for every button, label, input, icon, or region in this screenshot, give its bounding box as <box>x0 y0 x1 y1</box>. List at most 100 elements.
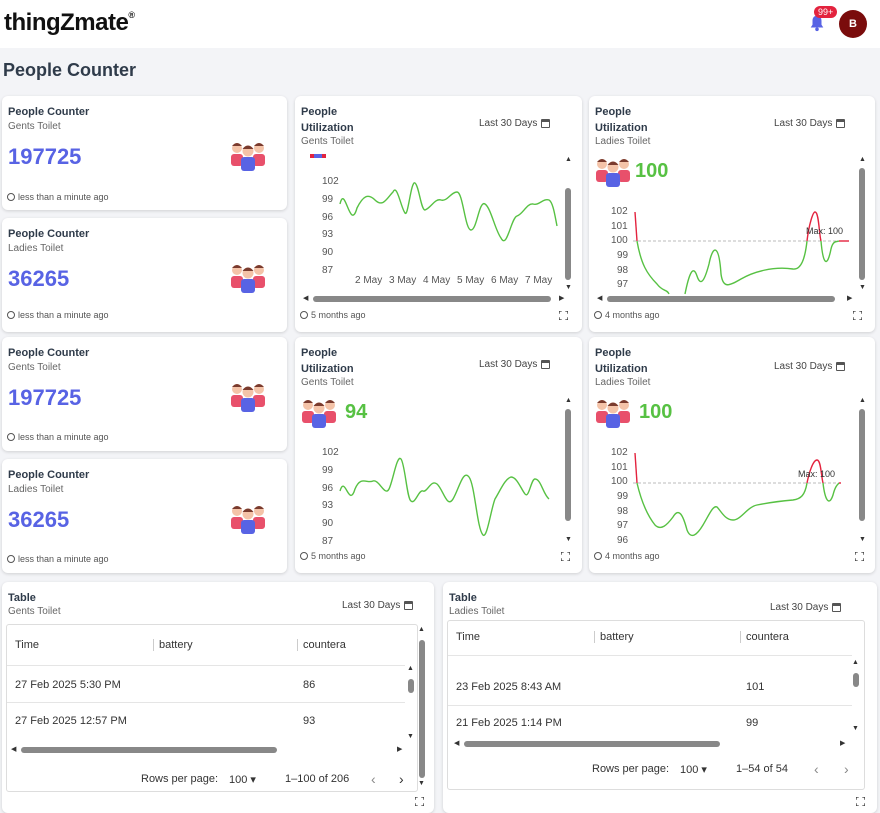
scroll-down-arrow[interactable]: ▼ <box>852 725 859 732</box>
column-separator[interactable] <box>594 631 595 643</box>
card-title: People Counter <box>8 469 90 481</box>
vertical-scrollbar[interactable] <box>859 168 865 280</box>
scroll-down-arrow[interactable]: ▼ <box>407 733 414 740</box>
legend-swatch <box>310 154 326 158</box>
scroll-up-arrow[interactable]: ▲ <box>407 665 414 672</box>
card-title: People Counter <box>8 347 90 359</box>
date-range-picker[interactable]: Last 30 Days <box>342 600 414 611</box>
vertical-scrollbar[interactable] <box>859 409 865 521</box>
scroll-down-arrow[interactable]: ▼ <box>418 780 425 787</box>
column-header-battery[interactable]: battery <box>600 631 634 643</box>
utilization-card: People Utilization Gents Toilet Last 30 D… <box>295 337 582 573</box>
scroll-up-arrow[interactable]: ▲ <box>859 397 866 404</box>
column-separator[interactable] <box>297 639 298 651</box>
scroll-right-arrow[interactable]: ▶ <box>397 746 403 753</box>
clock-icon <box>7 311 15 319</box>
scroll-left-arrow[interactable]: ◀ <box>597 295 603 302</box>
prev-page-button[interactable]: ‹ <box>371 771 376 787</box>
card-title: Table <box>8 592 36 604</box>
expand-icon[interactable] <box>855 552 864 561</box>
expand-icon[interactable] <box>561 552 570 561</box>
scroll-right-arrow[interactable]: ▶ <box>847 295 853 302</box>
vertical-scrollbar[interactable] <box>565 409 571 521</box>
scroll-left-arrow[interactable]: ◀ <box>11 746 17 753</box>
expand-icon[interactable] <box>856 797 865 806</box>
column-header-time[interactable]: Time <box>456 631 481 643</box>
expand-icon[interactable] <box>559 311 568 320</box>
horizontal-scrollbar[interactable] <box>464 741 720 747</box>
scroll-left-arrow[interactable]: ◀ <box>303 295 309 302</box>
y-tick-label: 102 <box>322 447 339 458</box>
clock-icon <box>7 193 15 201</box>
expand-icon[interactable] <box>415 797 424 806</box>
scroll-up-arrow[interactable]: ▲ <box>852 659 859 666</box>
column-header-time[interactable]: Time <box>15 639 40 651</box>
scroll-up-arrow[interactable]: ▲ <box>859 156 866 163</box>
scroll-right-arrow[interactable]: ▶ <box>840 740 846 747</box>
series-line-over-threshold <box>634 452 638 484</box>
column-header-countera[interactable]: countera <box>746 631 789 643</box>
bell-icon[interactable] <box>808 14 826 32</box>
people-icon <box>596 159 630 187</box>
vertical-scrollbar[interactable] <box>419 640 425 778</box>
y-tick-label: 101 <box>611 462 628 473</box>
logo[interactable]: thingZmate® <box>4 9 135 36</box>
vertical-scrollbar[interactable] <box>408 679 414 693</box>
scroll-down-arrow[interactable]: ▼ <box>565 284 572 291</box>
y-tick-label: 99 <box>322 194 334 205</box>
counter-value: 197725 <box>8 385 82 410</box>
calendar-icon <box>836 362 846 371</box>
max-label: Max: 100 <box>806 226 844 236</box>
calendar-icon <box>836 119 846 128</box>
cell-time: 21 Feb 2025 1:14 PM <box>456 717 562 729</box>
column-separator[interactable] <box>153 639 154 651</box>
line-chart <box>339 182 558 242</box>
data-table: Time battery countera 23 Feb 2025 8:43 A… <box>447 620 865 790</box>
horizontal-scrollbar[interactable] <box>313 296 551 302</box>
cell-countera: 99 <box>746 717 759 729</box>
scroll-down-arrow[interactable]: ▼ <box>859 284 866 291</box>
scroll-down-arrow[interactable]: ▼ <box>859 536 866 543</box>
date-range-picker[interactable]: Last 30 Days <box>479 359 551 370</box>
series-line <box>636 482 808 537</box>
y-tick-label: 101 <box>611 221 628 232</box>
card-subtitle: Ladies Toilet <box>595 136 651 147</box>
column-separator[interactable] <box>740 631 741 643</box>
scroll-up-arrow[interactable]: ▲ <box>565 397 572 404</box>
scroll-down-arrow[interactable]: ▼ <box>565 536 572 543</box>
card-subtitle: Gents Toilet <box>8 121 61 132</box>
series-line <box>820 240 840 263</box>
vertical-scrollbar[interactable] <box>565 188 571 280</box>
date-range-picker[interactable]: Last 30 Days <box>479 118 551 129</box>
prev-page-button[interactable]: ‹ <box>814 761 819 777</box>
x-tick-label: 5 May <box>457 275 485 286</box>
scroll-left-arrow[interactable]: ◀ <box>454 740 460 747</box>
expand-icon[interactable] <box>853 311 862 320</box>
horizontal-scrollbar[interactable] <box>607 296 835 302</box>
avatar[interactable]: B <box>839 10 867 38</box>
last-updated: less than a minute ago <box>7 554 109 564</box>
next-page-button[interactable]: › <box>844 761 849 777</box>
y-tick-label: 99 <box>617 491 629 502</box>
column-header-battery[interactable]: battery <box>159 639 193 651</box>
next-page-button[interactable]: › <box>399 771 404 787</box>
card-subtitle: Gents Toilet <box>8 362 61 373</box>
date-range-picker[interactable]: Last 30 Days <box>774 118 846 129</box>
date-range-picker[interactable]: Last 30 Days <box>770 602 842 613</box>
data-table: Time battery countera 27 Feb 2025 5:30 P… <box>6 624 418 792</box>
vertical-scrollbar[interactable] <box>853 673 859 687</box>
rows-per-page-label: Rows per page: <box>141 773 219 785</box>
y-tick-label: 102 <box>611 206 628 217</box>
column-header-countera[interactable]: countera <box>303 639 346 651</box>
y-tick-label: 90 <box>322 518 334 529</box>
horizontal-scrollbar[interactable] <box>21 747 277 753</box>
scroll-up-arrow[interactable]: ▲ <box>418 626 425 633</box>
scroll-right-arrow[interactable]: ▶ <box>559 295 565 302</box>
series-line <box>684 240 808 295</box>
scroll-up-arrow[interactable]: ▲ <box>565 156 572 163</box>
calendar-icon <box>404 601 414 610</box>
date-range-picker[interactable]: Last 30 Days <box>774 361 846 372</box>
rows-per-page-select[interactable]: 100 ▾ <box>229 774 256 786</box>
y-tick-label: 98 <box>617 265 629 276</box>
rows-per-page-select[interactable]: 100 ▾ <box>680 764 707 776</box>
